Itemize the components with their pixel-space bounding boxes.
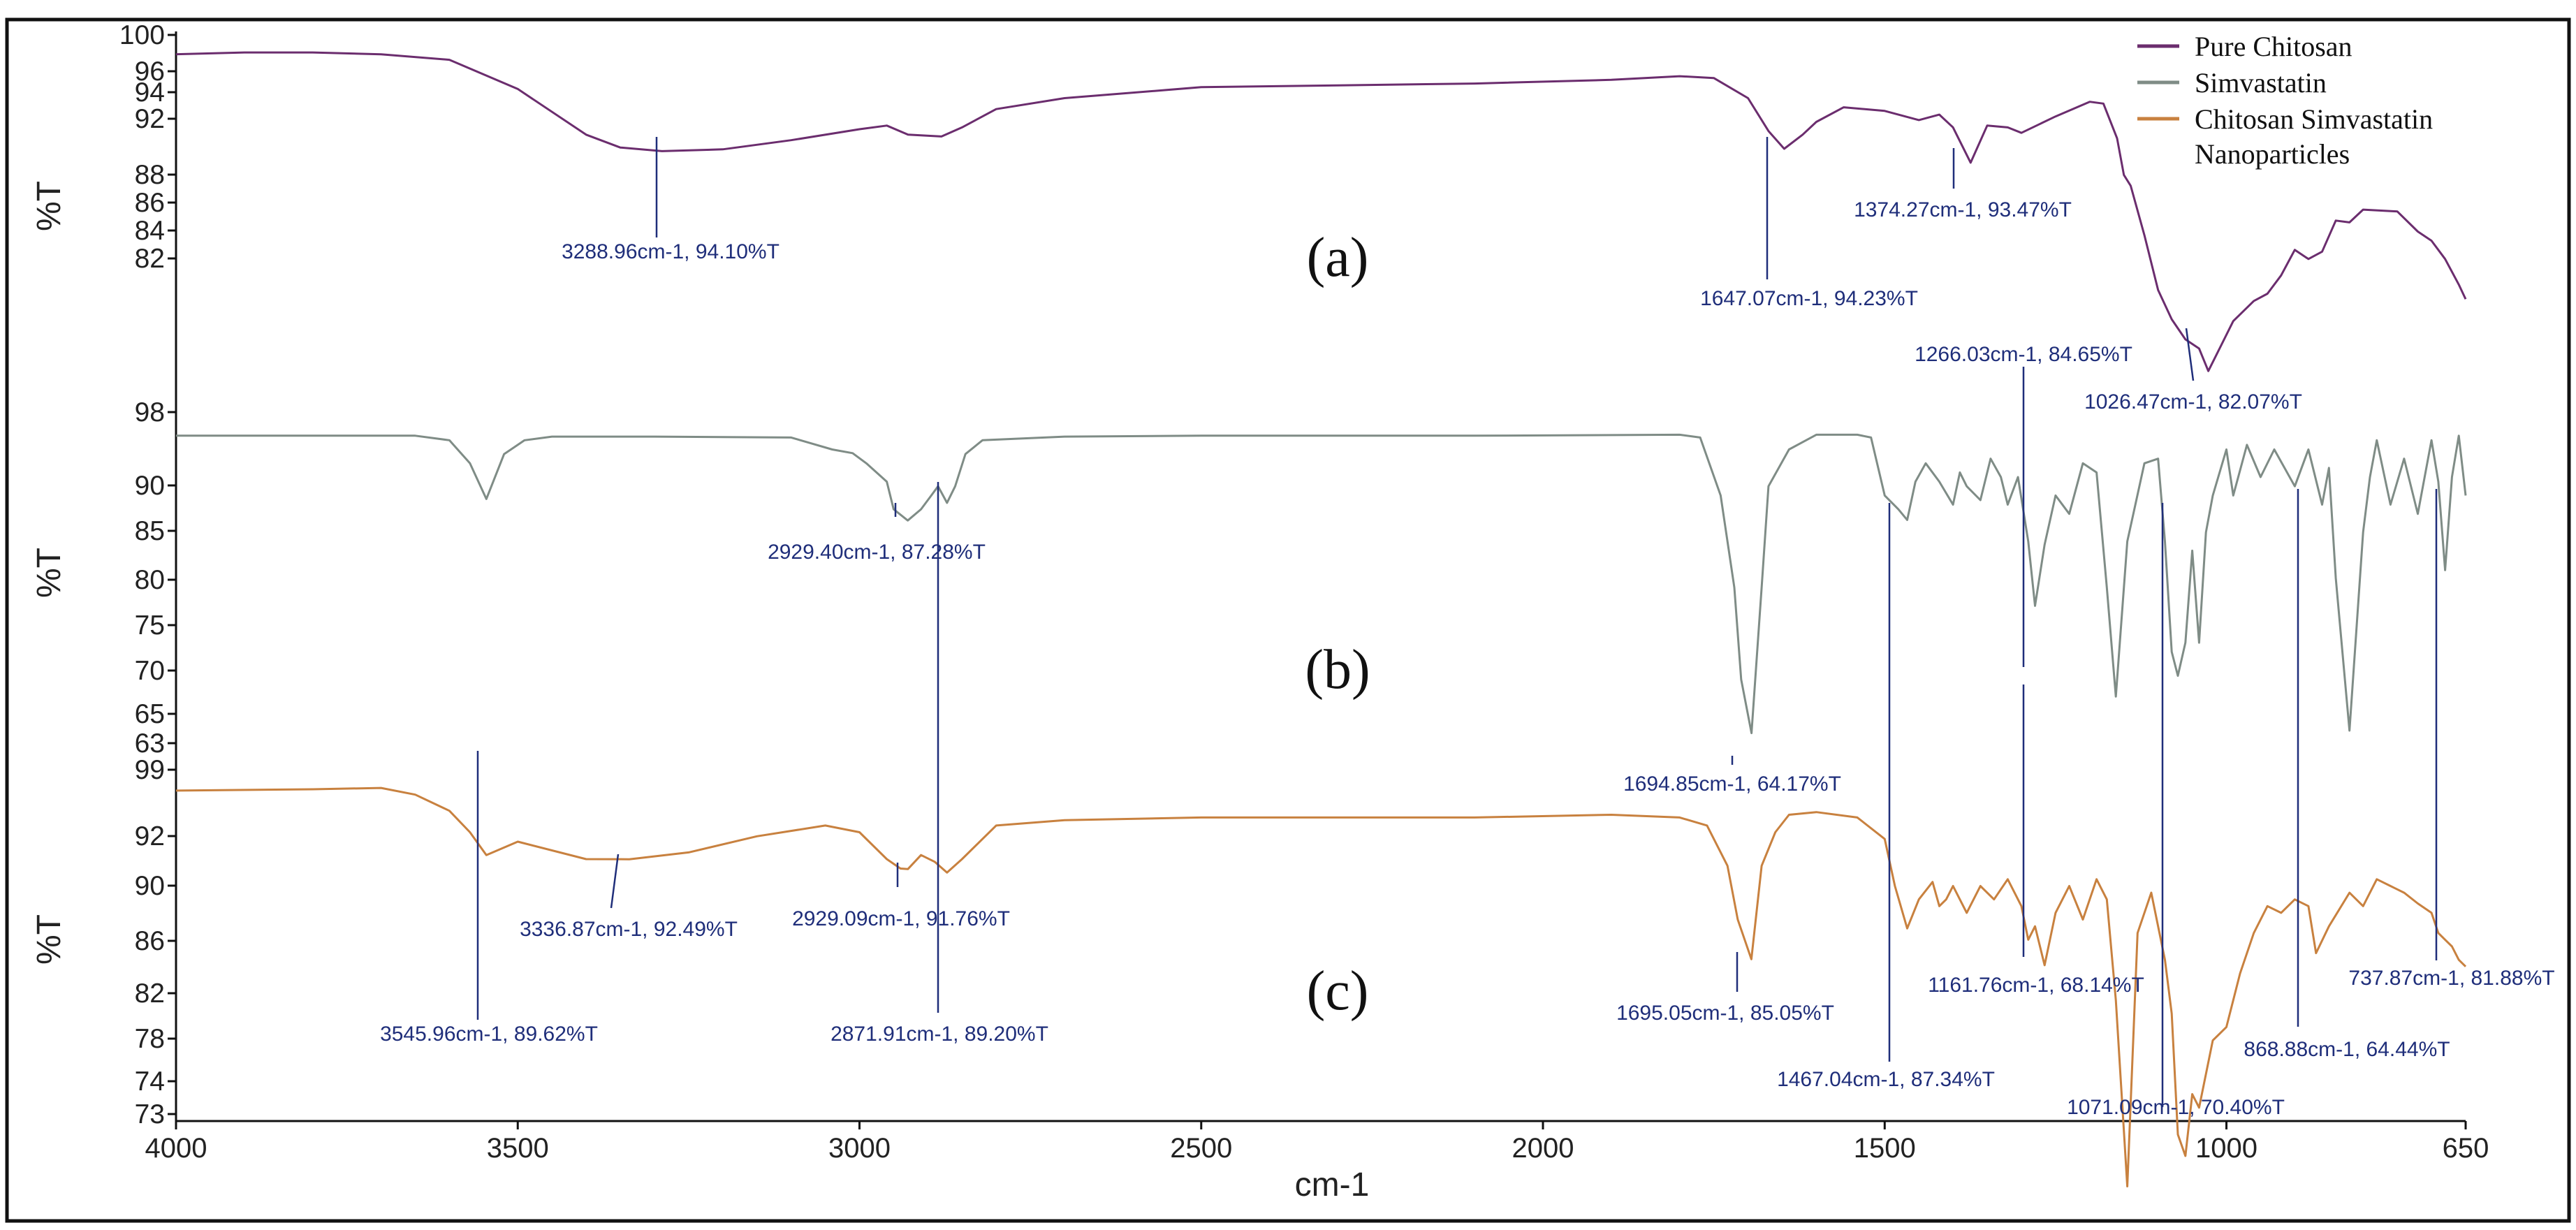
annotation-label: 868.88cm-1, 64.44%T	[2244, 1038, 2450, 1061]
x-tick-label: 2500	[1170, 1133, 1232, 1164]
spectrum-line-2	[176, 433, 2467, 735]
y-tick-label: 80	[135, 565, 165, 595]
annotation-label: 1694.85cm-1, 64.17%T	[1623, 773, 1841, 796]
y-axis-label: %T	[31, 914, 68, 965]
y-tick-label: 90	[135, 471, 165, 501]
annotation-label: 1266.03cm-1, 84.65%T	[1915, 343, 2132, 366]
annotation-leader	[610, 854, 620, 909]
y-tick-label: 92	[135, 821, 165, 851]
annotation-label: 1374.27cm-1, 93.47%T	[1854, 198, 2072, 221]
legend-label: Chitosan Simvastatin	[2195, 103, 2433, 135]
legend-label: Pure Chitosan	[2195, 31, 2352, 62]
spectrum-line-1	[175, 51, 2467, 372]
y-tick-label: 96	[135, 57, 165, 87]
legend-label-line2: Nanoparticles	[2195, 138, 2350, 170]
y-tick-label: 82	[135, 244, 165, 274]
annotation-label: 3545.96cm-1, 89.62%T	[380, 1023, 598, 1046]
annotations-group: 3288.96cm-1, 94.10%T 1647.07cm-1, 94.23%T…	[380, 137, 2555, 1119]
annotation-label: 737.87cm-1, 81.88%T	[2348, 967, 2554, 990]
panel-label: (c)	[1307, 960, 1369, 1022]
y-axis-label: %T	[31, 181, 68, 231]
y-tick-label: 75	[135, 610, 165, 640]
y-tick-label: 98	[135, 397, 165, 427]
y-tick-label: 88	[135, 160, 165, 190]
panel-label: (b)	[1305, 639, 1370, 701]
annotation-label: 1647.07cm-1, 94.23%T	[1700, 287, 1918, 310]
x-tick-label: 2000	[1512, 1133, 1574, 1164]
x-tick-label: 1500	[1854, 1133, 1916, 1164]
y-tick-label: 74	[135, 1067, 165, 1097]
y-tick-label: 84	[135, 216, 165, 246]
y-tick-label: 92	[135, 104, 165, 134]
x-tick-label: 3000	[828, 1133, 891, 1164]
annotation-label: 1467.04cm-1, 87.34%T	[1777, 1068, 1995, 1091]
x-tick-label: 4000	[145, 1133, 207, 1164]
x-tick-label: 650	[2443, 1133, 2489, 1164]
axes-group: 4000 3500 3000 2500 2000 1500 1000 650100969492…	[31, 20, 2489, 1164]
annotation-label: 1071.09cm-1, 70.40%T	[2067, 1096, 2285, 1119]
y-axis-label: %T	[31, 548, 68, 598]
y-tick-label: 65	[135, 699, 165, 729]
legend-label: Simvastatin	[2195, 67, 2327, 98]
x-tick-label: 3500	[487, 1133, 549, 1164]
y-tick-label: 73	[135, 1099, 165, 1129]
annotation-label: 1161.76cm-1, 68.14%T	[1928, 974, 2144, 997]
y-tick-label: 86	[135, 926, 165, 956]
y-tick-label: 78	[135, 1024, 165, 1054]
annotation-label: 3336.87cm-1, 92.49%T	[520, 918, 738, 941]
annotation-label: 1695.05cm-1, 85.05%T	[1616, 1002, 1834, 1025]
y-tick-label: 90	[135, 871, 165, 901]
y-tick-label: 94	[135, 78, 165, 108]
annotation-label: 2871.91cm-1, 89.20%T	[830, 1023, 1048, 1046]
panel-label: (a)	[1307, 227, 1369, 288]
legend: Pure Chitosan Simvastatin Chitosan Simvast…	[2137, 31, 2433, 170]
chart-frame	[5, 17, 2571, 1223]
x-tick-label: 1000	[2195, 1133, 2257, 1164]
annotation-label: 3288.96cm-1, 94.10%T	[562, 240, 780, 263]
y-tick-label: 99	[135, 755, 165, 785]
y-tick-label: 85	[135, 516, 165, 546]
annotation-label: 1026.47cm-1, 82.07%T	[2084, 390, 2302, 413]
y-tick-label: 70	[135, 656, 165, 686]
spectra-group	[175, 51, 2467, 1187]
spectrum-line-3	[175, 786, 2467, 1187]
y-tick-label: 86	[135, 188, 165, 218]
y-tick-label: 100	[119, 20, 165, 50]
annotation-label: 2929.40cm-1, 87.28%T	[768, 541, 986, 564]
annotation-leader	[2185, 328, 2195, 381]
y-tick-label: 82	[135, 979, 165, 1009]
annotation-label: 2929.09cm-1, 91.76%T	[792, 907, 1010, 930]
y-tick-label: 63	[135, 729, 165, 759]
x-axis-label: cm-1	[1295, 1166, 1370, 1203]
